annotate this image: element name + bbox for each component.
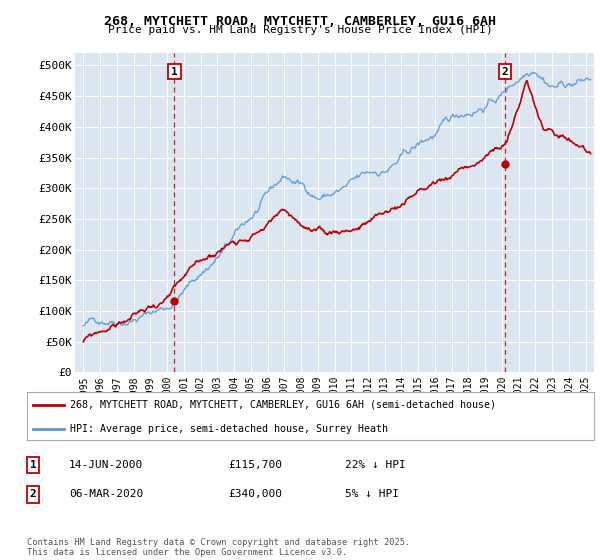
Text: Price paid vs. HM Land Registry's House Price Index (HPI): Price paid vs. HM Land Registry's House … [107,25,493,35]
Text: 268, MYTCHETT ROAD, MYTCHETT, CAMBERLEY, GU16 6AH (semi-detached house): 268, MYTCHETT ROAD, MYTCHETT, CAMBERLEY,… [70,400,496,410]
Text: 2: 2 [502,67,508,77]
Text: 1: 1 [171,67,178,77]
Text: 14-JUN-2000: 14-JUN-2000 [69,460,143,470]
Text: 06-MAR-2020: 06-MAR-2020 [69,489,143,500]
Text: 268, MYTCHETT ROAD, MYTCHETT, CAMBERLEY, GU16 6AH: 268, MYTCHETT ROAD, MYTCHETT, CAMBERLEY,… [104,15,496,27]
Text: 2: 2 [29,489,37,500]
Text: 5% ↓ HPI: 5% ↓ HPI [345,489,399,500]
Text: £115,700: £115,700 [228,460,282,470]
Text: HPI: Average price, semi-detached house, Surrey Heath: HPI: Average price, semi-detached house,… [70,424,388,434]
Text: £340,000: £340,000 [228,489,282,500]
Text: Contains HM Land Registry data © Crown copyright and database right 2025.
This d: Contains HM Land Registry data © Crown c… [27,538,410,557]
Text: 22% ↓ HPI: 22% ↓ HPI [345,460,406,470]
Text: 1: 1 [29,460,37,470]
